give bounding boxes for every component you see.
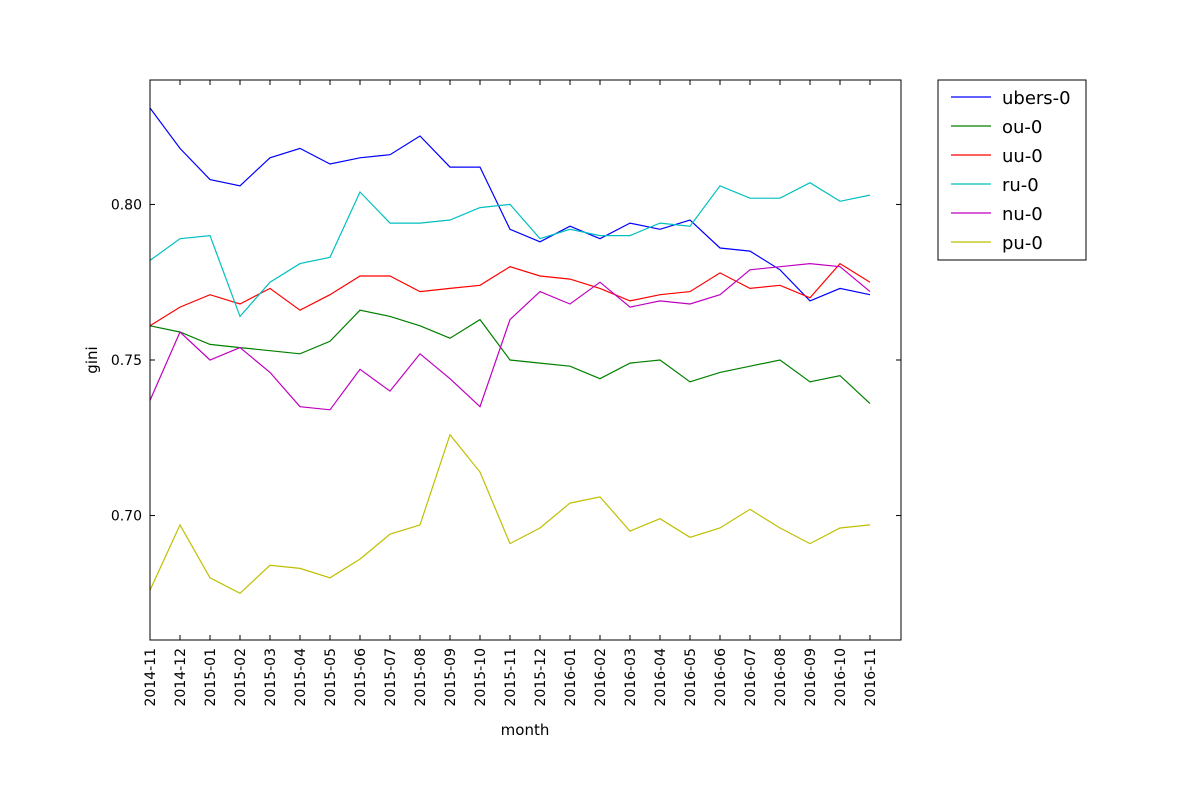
x-tick-label: 2016-01 [563, 648, 579, 707]
x-tick-label: 2015-03 [263, 648, 279, 707]
x-tick-label: 2015-05 [323, 648, 339, 707]
legend-label-ubers-0: ubers-0 [1002, 88, 1071, 109]
y-tick-label: 0.70 [111, 509, 142, 525]
series-line-uu-0 [149, 262, 871, 327]
x-tick-label: 2015-08 [413, 648, 429, 707]
x-tick-label: 2016-03 [623, 648, 639, 707]
x-tick-label: 2016-10 [833, 648, 849, 707]
y-axis-label: gini [83, 346, 101, 373]
legend: ubers-0 ou-0 uu-0 ru-0 nu-0 pu-0 [937, 79, 1087, 261]
x-tick-label: 2014-12 [173, 648, 189, 707]
legend-box [937, 79, 1087, 261]
legend-label-ou-0: ou-0 [1002, 117, 1042, 138]
x-tick-label: 2015-06 [353, 648, 369, 707]
y-tick-label: 0.80 [111, 197, 142, 213]
y-tick-label: 0.75 [111, 353, 142, 369]
x-tick-label: 2014-11 [143, 648, 159, 707]
series-line-pu-0 [149, 433, 871, 595]
series-line-ubers-0 [149, 107, 871, 302]
x-tick-label: 2015-09 [443, 648, 459, 707]
plot-lines [149, 107, 871, 595]
x-tick-label: 2016-05 [683, 648, 699, 707]
x-tick-label: 2016-02 [593, 648, 609, 707]
series-line-ou-0 [149, 309, 871, 405]
x-axis: 2014-11 2014-12 2015-01 2015-02 2015-03 2015-… [143, 80, 879, 707]
x-axis-label: month [501, 721, 550, 739]
x-tick-label: 2016-06 [713, 648, 729, 707]
x-tick-label: 2015-04 [293, 648, 309, 707]
x-tick-label: 2015-07 [383, 648, 399, 707]
x-tick-label: 2015-01 [203, 648, 219, 707]
x-tick-label: 2015-10 [473, 648, 489, 707]
y-axis: 0.70 0.75 0.80 [111, 197, 901, 525]
legend-label-ru-0: ru-0 [1002, 175, 1039, 196]
x-tick-label: 2015-02 [233, 648, 249, 707]
x-tick-label: 2015-11 [503, 648, 519, 707]
legend-label-uu-0: uu-0 [1002, 146, 1043, 167]
x-tick-label: 2016-04 [653, 648, 669, 707]
x-tick-label: 2016-11 [863, 648, 879, 707]
x-tick-label: 2016-08 [773, 648, 789, 707]
x-tick-label: 2016-09 [803, 648, 819, 707]
legend-label-nu-0: nu-0 [1002, 204, 1043, 225]
legend-label-pu-0: pu-0 [1002, 233, 1043, 254]
x-tick-label: 2016-07 [743, 648, 759, 707]
series-line-nu-0 [149, 262, 871, 411]
series-line-ru-0 [149, 182, 871, 318]
x-tick-label: 2015-12 [533, 648, 549, 707]
